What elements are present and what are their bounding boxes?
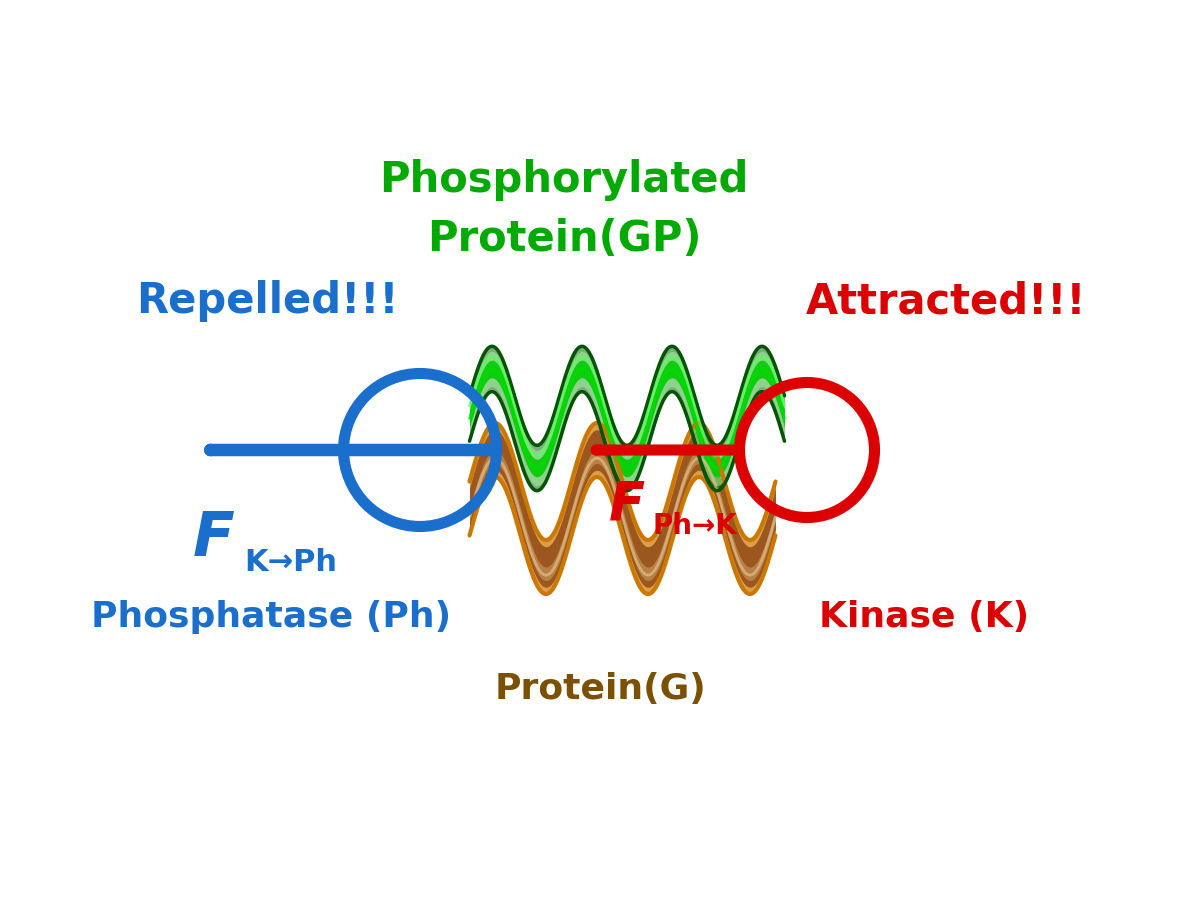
- Text: Ph→K: Ph→K: [653, 512, 737, 541]
- Text: K→Ph: K→Ph: [245, 548, 337, 577]
- Text: Phosphatase (Ph): Phosphatase (Ph): [91, 599, 451, 634]
- Text: F: F: [192, 510, 234, 570]
- Text: F: F: [610, 478, 646, 530]
- Text: Protein(G): Protein(G): [494, 671, 706, 706]
- Text: Kinase (K): Kinase (K): [818, 599, 1030, 634]
- Text: Attracted!!!: Attracted!!!: [806, 281, 1087, 322]
- Text: Repelled!!!: Repelled!!!: [136, 281, 398, 322]
- Text: Protein(GP): Protein(GP): [427, 218, 701, 259]
- Text: Phosphorylated: Phosphorylated: [379, 159, 749, 201]
